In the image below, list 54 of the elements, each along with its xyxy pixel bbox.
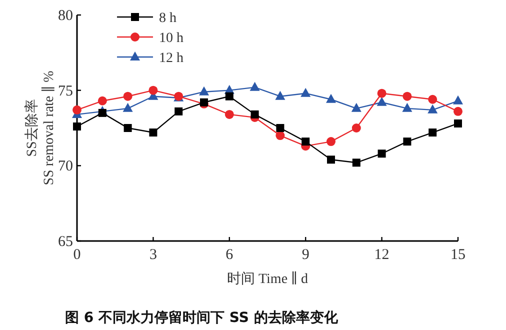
point: [98, 108, 106, 117]
point: [454, 119, 462, 128]
point: [275, 90, 286, 100]
point: [428, 104, 438, 114]
point: [98, 96, 107, 106]
point: [199, 86, 209, 96]
point: [250, 82, 260, 91]
text: 图 6 不同水力停留时间下 SS 的去除率变化: [65, 309, 339, 326]
point: [300, 88, 311, 97]
point: [327, 156, 335, 164]
y-axis-title: SS去除率 SS removal rate ∥ %: [24, 70, 57, 186]
point: [378, 150, 386, 158]
point: [402, 102, 412, 112]
x-tick-label: 0: [73, 247, 81, 263]
y-tick-label: 75: [58, 83, 73, 100]
point: [72, 105, 82, 114]
point: [377, 88, 386, 98]
point: [326, 94, 336, 103]
legend-label: 12 h: [159, 51, 184, 66]
y-tick-label: 65: [58, 234, 73, 250]
point: [453, 95, 463, 104]
legend-label: 8 h: [159, 11, 176, 26]
point: [148, 86, 158, 95]
y-tick-label: 70: [58, 158, 73, 175]
point: [352, 158, 360, 167]
point: [326, 137, 336, 146]
point: [174, 107, 183, 116]
point: [402, 92, 412, 101]
point: [351, 102, 362, 112]
x-axis-title: 时间 Time ∥ d: [226, 271, 308, 287]
x-tick-label: 15: [450, 247, 466, 263]
point: [302, 138, 310, 146]
point: [250, 110, 259, 118]
point: [224, 110, 234, 119]
point: [123, 92, 132, 101]
point: [73, 122, 81, 130]
x-tick-label: 9: [302, 247, 310, 263]
point: [428, 94, 438, 104]
legend-label: 10 h: [159, 31, 184, 46]
y-tick-label: 80: [58, 8, 73, 24]
point: [428, 128, 437, 137]
point: [403, 138, 412, 146]
point: [122, 102, 133, 112]
point: [454, 106, 462, 116]
point: [376, 96, 387, 106]
point: [276, 131, 285, 140]
point: [149, 128, 158, 137]
point: [276, 124, 284, 132]
point: [352, 124, 361, 132]
point: [124, 124, 132, 132]
x-tick-label: 3: [149, 247, 157, 263]
x-tick-label: 6: [226, 247, 234, 263]
x-tick-label: 12: [374, 247, 390, 263]
point: [225, 92, 234, 100]
